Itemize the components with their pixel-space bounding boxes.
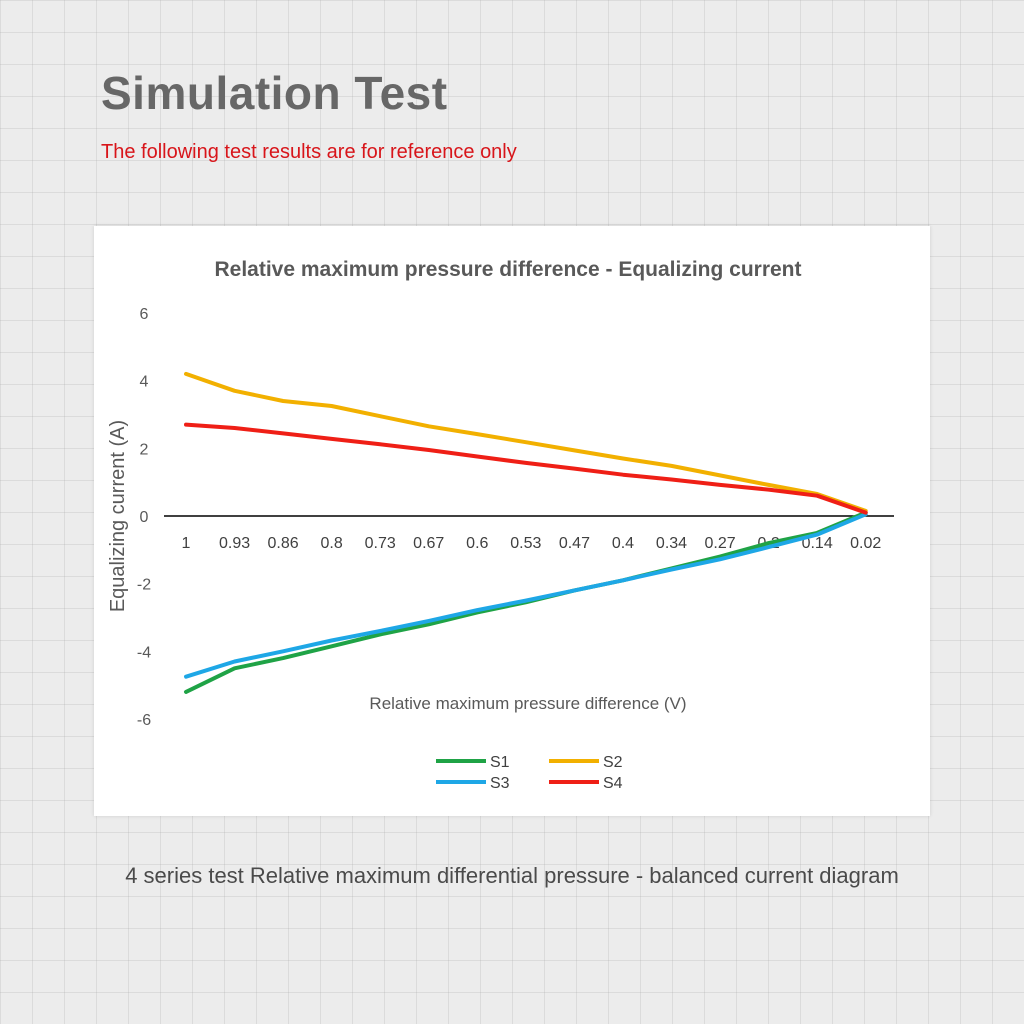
x-tick-label: 1: [182, 535, 191, 552]
x-axis-label: Relative maximum pressure difference (V): [369, 694, 686, 713]
series-line-s3: [184, 512, 868, 679]
y-tick-label: 2: [140, 441, 149, 458]
series-line-s2: [184, 371, 868, 513]
line-chart: Relative maximum pressure difference - E…: [107, 258, 894, 792]
chart-panel: Relative maximum pressure difference - E…: [94, 226, 930, 816]
y-tick-label: 4: [140, 374, 149, 391]
y-tick-label: 0: [140, 509, 149, 526]
x-tick-label: 0.67: [413, 535, 444, 552]
y-tick-label: -2: [137, 577, 151, 594]
x-tick-label: 0.4: [612, 535, 634, 552]
page-subtitle: The following test results are for refer…: [101, 141, 517, 163]
figure-caption: 4 series test Relative maximum different…: [125, 863, 899, 888]
x-tick-label: 0.27: [704, 535, 735, 552]
legend-label-s3: S3: [490, 775, 510, 792]
x-tick-label: 0.6: [466, 535, 488, 552]
x-tick-label: 0.02: [850, 535, 881, 552]
legend-label-s4: S4: [603, 775, 623, 792]
x-tick-label: 0.53: [510, 535, 541, 552]
y-tick-label: -4: [137, 644, 151, 661]
chart-title: Relative maximum pressure difference - E…: [214, 258, 801, 281]
legend-label-s1: S1: [490, 754, 510, 771]
page-title: Simulation Test: [101, 67, 448, 119]
x-tick-label: 0.47: [559, 535, 590, 552]
x-tick-label: 0.34: [656, 535, 687, 552]
x-tick-label: 0.73: [365, 535, 396, 552]
x-tick-label: 0.86: [268, 535, 299, 552]
y-tick-label: -6: [137, 712, 151, 729]
y-axis-label: Equalizing current (A): [107, 420, 129, 612]
series-line-s4: [184, 422, 868, 515]
x-tick-label: 0.93: [219, 535, 250, 552]
x-tick-label: 0.14: [802, 535, 833, 552]
x-tick-label: 0.8: [321, 535, 343, 552]
y-tick-label: 6: [140, 306, 149, 323]
legend-label-s2: S2: [603, 754, 623, 771]
